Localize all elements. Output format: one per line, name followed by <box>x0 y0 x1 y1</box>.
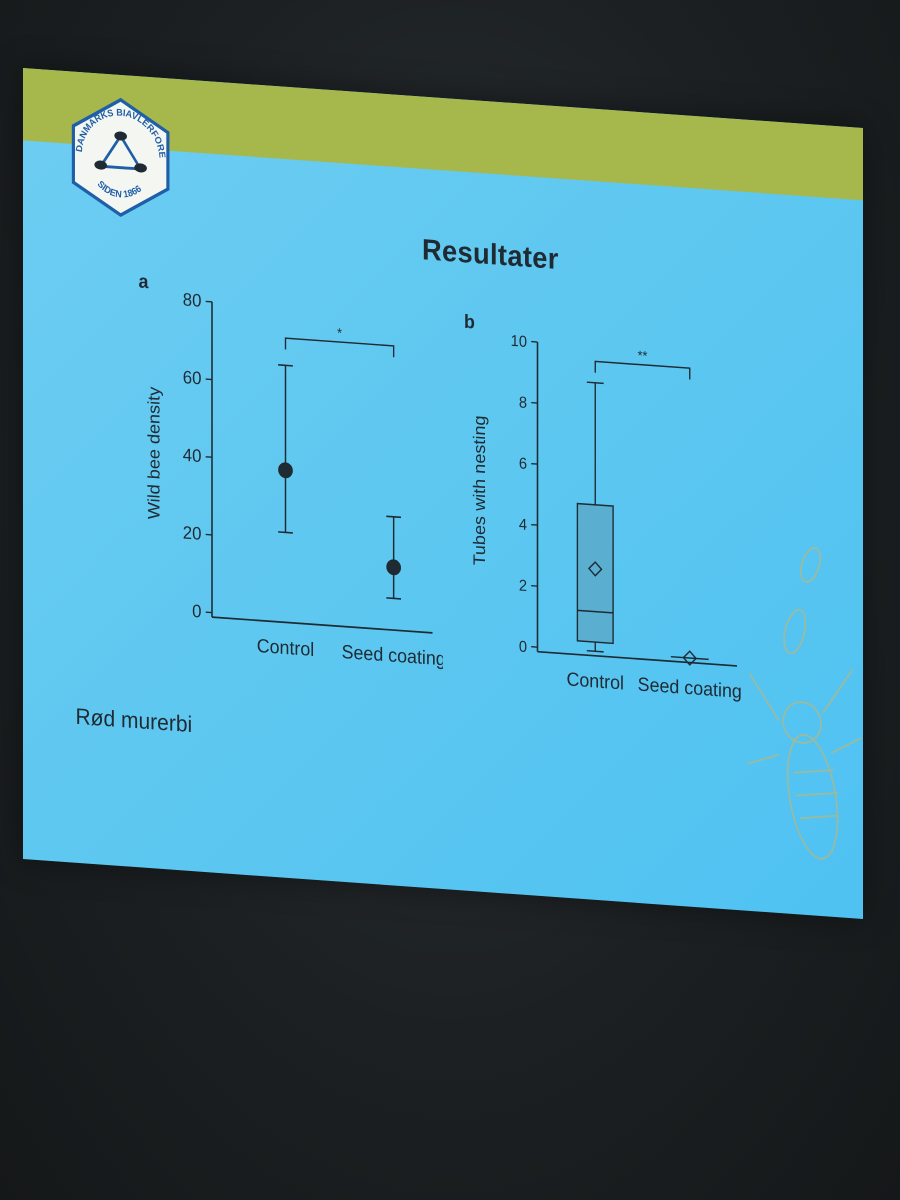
whisker-cap-upper <box>586 381 604 385</box>
bee-illustration-icon <box>747 547 862 860</box>
y-tick-label: 8 <box>519 394 527 412</box>
y-tick-label: 10 <box>511 332 527 351</box>
error-bar-cap-upper <box>278 364 293 367</box>
error-bar-cap-lower <box>278 531 293 534</box>
x-axis-line <box>537 650 737 667</box>
y-tick-label: 40 <box>183 444 202 466</box>
error-bar-cap-lower <box>386 597 401 600</box>
significance-bracket <box>284 337 395 358</box>
panel-label: b <box>464 310 475 333</box>
slide-title: Resultater <box>422 232 559 276</box>
x-category-label: Seed coating <box>342 640 443 669</box>
y-tick-label: 0 <box>519 638 527 656</box>
error-bar-cap-upper <box>386 515 401 519</box>
y-axis-title: Wild bee density <box>144 386 163 520</box>
panel-label: a <box>139 270 150 292</box>
significance-bracket <box>594 360 691 380</box>
mean-diamond <box>682 650 698 666</box>
chart-b-tubes-with-nesting: b 0 2 4 6 8 10 Tubes with nesting Control Seed co… <box>464 310 742 702</box>
x-category-label: Seed coating <box>638 673 742 702</box>
logo-bees-icon <box>94 131 147 173</box>
y-tick-label: 80 <box>183 289 202 311</box>
y-tick-label: 4 <box>519 516 528 534</box>
x-axis-line <box>212 616 433 634</box>
box-flat <box>670 655 709 661</box>
x-category-label: Control <box>567 668 624 694</box>
mean-diamond <box>587 561 603 577</box>
y-tick-label: 6 <box>519 455 527 473</box>
y-tick-label: 20 <box>183 522 202 544</box>
whisker-cap-lower <box>586 649 604 653</box>
species-caption: Rød murerbi <box>75 704 193 738</box>
y-tick-label: 60 <box>183 367 202 389</box>
mean-point <box>278 462 293 479</box>
beekeepers-association-logo: DANMARKS BIAVLERFORENING SIDEN 1866 <box>63 91 170 218</box>
x-category-label: Control <box>257 634 314 660</box>
mean-point <box>386 559 402 576</box>
presentation-slide: DANMARKS BIAVLERFORENING SIDEN 1866 Resu… <box>23 68 863 919</box>
box-iqr <box>576 502 614 645</box>
y-tick-label: 0 <box>192 600 202 621</box>
significance-marker: * <box>337 325 342 341</box>
box-median <box>577 609 614 614</box>
significance-marker: ** <box>638 348 648 364</box>
y-axis-title: Tubes with nesting <box>470 415 489 566</box>
y-tick-label: 2 <box>519 577 527 595</box>
chart-a-wild-bee-density: a 0 20 40 60 80 Wild bee density Control Seed co… <box>139 270 444 670</box>
